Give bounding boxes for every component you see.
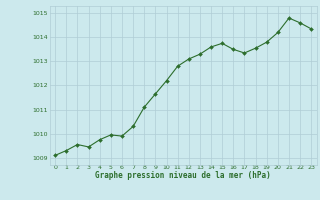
X-axis label: Graphe pression niveau de la mer (hPa): Graphe pression niveau de la mer (hPa) [95, 171, 271, 180]
